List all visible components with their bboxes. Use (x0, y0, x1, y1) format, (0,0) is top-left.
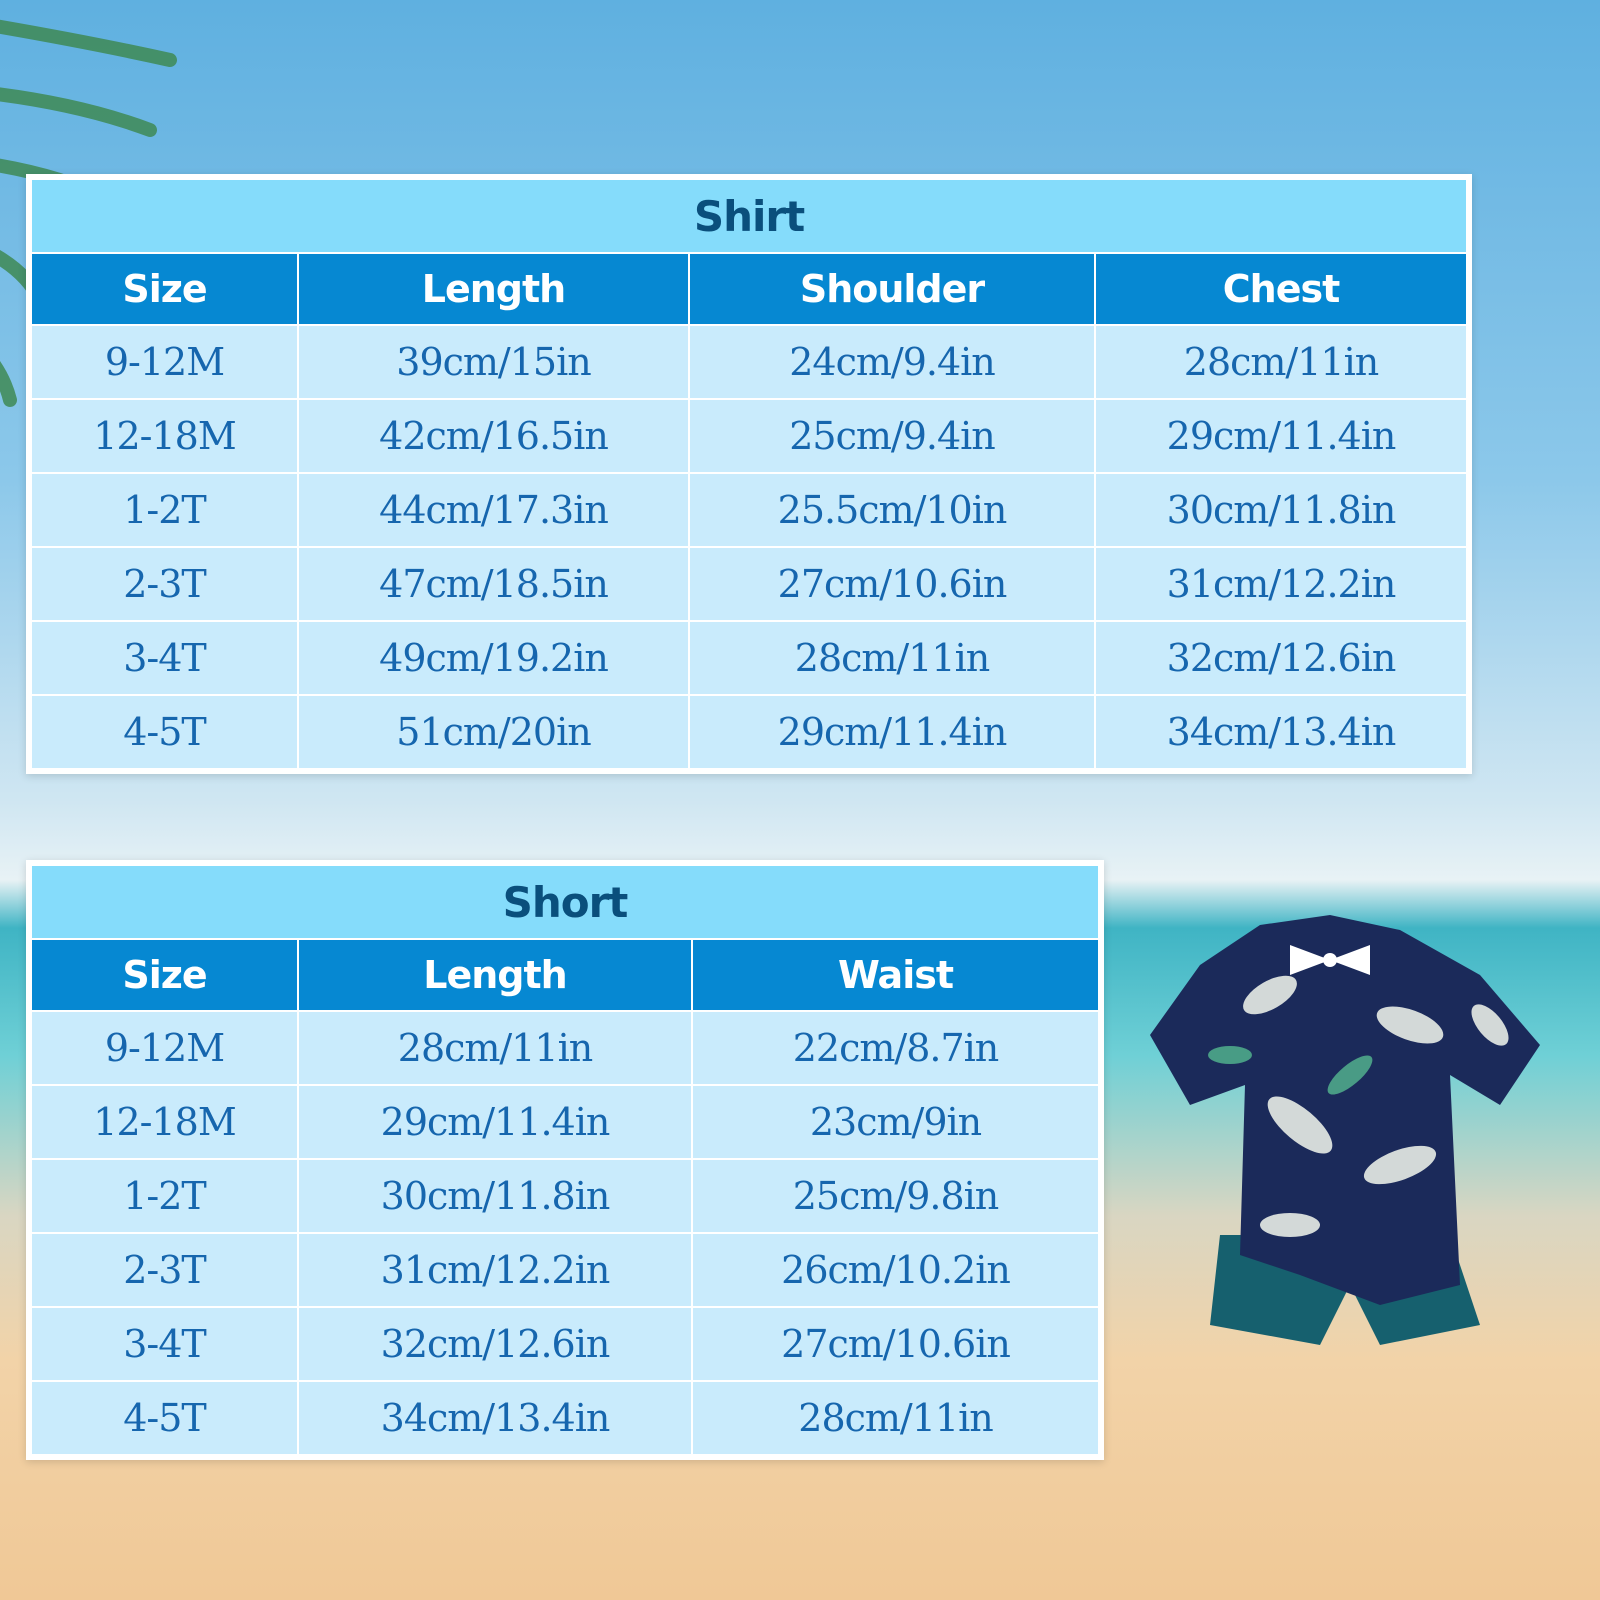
cell-shoulder: 25.5cm/10in (688, 472, 1096, 548)
header-shoulder: Shoulder (688, 252, 1096, 326)
cell-waist: 28cm/11in (691, 1380, 1100, 1456)
header-length: Length (297, 252, 690, 326)
cell-waist: 27cm/10.6in (691, 1306, 1100, 1382)
cell-chest: 31cm/12.2in (1094, 546, 1468, 622)
cell-waist: 23cm/9in (691, 1084, 1100, 1160)
table-row: 9-12M 39cm/15in 24cm/9.4in 28cm/11in (30, 324, 1468, 400)
cell-size: 9-12M (30, 1010, 299, 1086)
cell-waist: 25cm/9.8in (691, 1158, 1100, 1234)
shirt-table-title: Shirt (30, 178, 1468, 254)
cell-size: 4-5T (30, 1380, 299, 1456)
table-row: 12-18M 29cm/11.4in 23cm/9in (30, 1084, 1100, 1160)
cell-waist: 26cm/10.2in (691, 1232, 1100, 1308)
cell-length: 49cm/19.2in (297, 620, 690, 696)
cell-length: 32cm/12.6in (297, 1306, 693, 1382)
cell-length: 44cm/17.3in (297, 472, 690, 548)
header-chest: Chest (1094, 252, 1468, 326)
cell-size: 2-3T (30, 1232, 299, 1308)
cell-length: 34cm/13.4in (297, 1380, 693, 1456)
cell-length: 51cm/20in (297, 694, 690, 770)
cell-length: 30cm/11.8in (297, 1158, 693, 1234)
cell-chest: 32cm/12.6in (1094, 620, 1468, 696)
cell-size: 12-18M (30, 398, 299, 474)
cell-length: 47cm/18.5in (297, 546, 690, 622)
cell-size: 3-4T (30, 1306, 299, 1382)
table-row: 3-4T 32cm/12.6in 27cm/10.6in (30, 1306, 1100, 1382)
cell-waist: 22cm/8.7in (691, 1010, 1100, 1086)
header-size: Size (30, 938, 299, 1012)
table-row: 1-2T 30cm/11.8in 25cm/9.8in (30, 1158, 1100, 1234)
table-row: 4-5T 34cm/13.4in 28cm/11in (30, 1380, 1100, 1456)
header-waist: Waist (691, 938, 1100, 1012)
cell-length: 39cm/15in (297, 324, 690, 400)
cell-chest: 29cm/11.4in (1094, 398, 1468, 474)
table-row: 2-3T 31cm/12.2in 26cm/10.2in (30, 1232, 1100, 1308)
cell-size: 3-4T (30, 620, 299, 696)
cell-size: 4-5T (30, 694, 299, 770)
cell-length: 42cm/16.5in (297, 398, 690, 474)
cell-chest: 30cm/11.8in (1094, 472, 1468, 548)
cell-size: 1-2T (30, 472, 299, 548)
cell-shoulder: 24cm/9.4in (688, 324, 1096, 400)
table-row: 12-18M 42cm/16.5in 25cm/9.4in 29cm/11.4in (30, 398, 1468, 474)
table-row: 1-2T 44cm/17.3in 25.5cm/10in 30cm/11.8in (30, 472, 1468, 548)
cell-size: 12-18M (30, 1084, 299, 1160)
cell-shoulder: 27cm/10.6in (688, 546, 1096, 622)
cell-size: 9-12M (30, 324, 299, 400)
cell-shoulder: 28cm/11in (688, 620, 1096, 696)
table-row: 3-4T 49cm/19.2in 28cm/11in 32cm/12.6in (30, 620, 1468, 696)
cell-size: 2-3T (30, 546, 299, 622)
cell-length: 28cm/11in (297, 1010, 693, 1086)
header-length: Length (297, 938, 693, 1012)
cell-shoulder: 29cm/11.4in (688, 694, 1096, 770)
short-size-table: Short Size Length Waist 9-12M 28cm/11in 22… (26, 860, 1104, 1460)
cell-shoulder: 25cm/9.4in (688, 398, 1096, 474)
product-image (1150, 915, 1540, 1345)
cell-size: 1-2T (30, 1158, 299, 1234)
table-row: 4-5T 51cm/20in 29cm/11.4in 34cm/13.4in (30, 694, 1468, 770)
shirt-size-table: Shirt Size Length Shoulder Chest 9-12M 39… (26, 174, 1472, 774)
short-table-title: Short (30, 864, 1100, 940)
table-row: 2-3T 47cm/18.5in 27cm/10.6in 31cm/12.2in (30, 546, 1468, 622)
cell-chest: 34cm/13.4in (1094, 694, 1468, 770)
cell-chest: 28cm/11in (1094, 324, 1468, 400)
cell-length: 29cm/11.4in (297, 1084, 693, 1160)
cell-length: 31cm/12.2in (297, 1232, 693, 1308)
table-row: 9-12M 28cm/11in 22cm/8.7in (30, 1010, 1100, 1086)
header-size: Size (30, 252, 299, 326)
